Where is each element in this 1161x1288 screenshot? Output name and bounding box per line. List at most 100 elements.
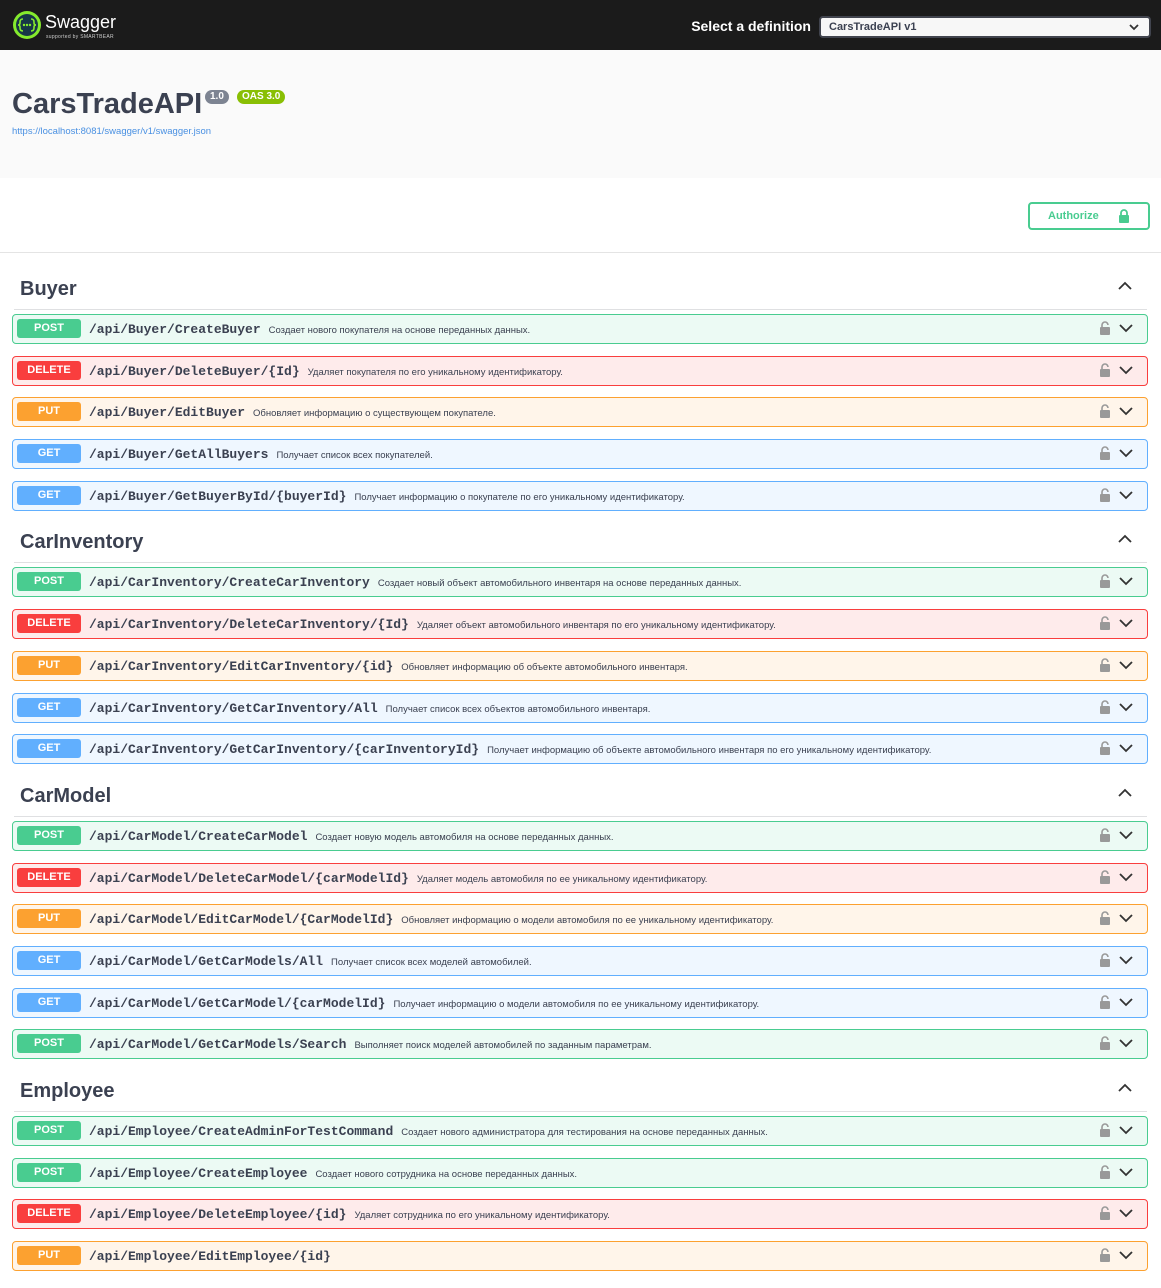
operation-summary: Удаляет сотрудника по его уникальному ид… [354,1210,610,1222]
supported-by: supported by SMARTBEAR [46,34,114,40]
op-icons [1100,574,1133,589]
operation-summary: Обновляет информацию о модели автомобиля… [401,915,774,927]
operation-icons [1099,1123,1139,1144]
operation-icons [1099,828,1139,849]
operation-icons [1099,869,1139,891]
operation-summary: Удаляет модель автомобиля по ее уникальн… [416,873,708,885]
operation[interactable]: POST/api/Buyer/CreateBuyer Создает нового… [12,314,1148,344]
authorize-button[interactable]: Authorize [1028,202,1150,230]
method-badge: GET [17,485,81,505]
method-badge: GET [17,950,81,970]
operation[interactable]: PUT/api/CarModel/EditCarModel/{CarModelI… [12,904,1148,935]
op-icons [1100,616,1133,631]
operation[interactable]: GET/api/Buyer/GetBuyerById/{buyerId} Полу… [12,480,1148,511]
operation[interactable]: PUT/api/Employee/EditEmployee/{id} [12,1241,1148,1272]
operation-icons [1099,911,1139,932]
operation-summary: Создает нового администратора для тестир… [401,1127,768,1138]
operation-icons [1099,321,1139,342]
operation[interactable]: GET/api/Buyer/GetAllBuyers Получает списо… [12,439,1148,470]
op-icons [1100,953,1133,967]
method-badge: POST [17,1034,81,1054]
operation-icons [1099,1036,1139,1057]
operation[interactable]: POST/api/Employee/CreateAdminForTestComm… [12,1116,1148,1146]
operation-path: /api/Buyer/DeleteBuyer/{Id} Удаляет покуп… [89,363,563,379]
operation-icons [1099,699,1139,721]
tag-name: Buyer [20,278,77,300]
operation-path: /api/Buyer/GetAllBuyers Получает список в… [89,447,433,463]
method-badge: PUT [17,909,81,929]
operation-summary: Удаляет объект автомобильного инвентаря … [416,620,776,632]
operation-path: /api/CarModel/GetCarModels/All Получает с… [89,953,532,969]
operation-summary: Создает новую модель автомобиля на основ… [315,831,614,843]
op-icons [1100,741,1133,756]
operation-path: /api/CarInventory/GetCarInventory/All Пол… [89,700,651,716]
definition-select[interactable]: CarsTradeAPI v1 [819,16,1151,38]
operation-path: /api/Buyer/EditBuyer Обновляет информацию… [89,405,496,421]
op-icons [1100,911,1133,926]
operation-path: /api/CarInventory/DeleteCarInventory/{Id… [89,617,776,633]
collapse-arrow [1118,788,1132,797]
method-badge: POST [17,572,81,592]
operation[interactable]: DELETE/api/CarInventory/DeleteCarInvento… [12,609,1148,640]
operation[interactable]: GET/api/CarModel/GetCarModels/All Получае… [12,945,1148,976]
tag-header[interactable]: CarModel [14,776,1147,817]
operation-path: /api/CarModel/CreateCarModel Создает нову… [89,828,614,844]
operation[interactable]: POST/api/CarModel/GetCarModels/Search Вып… [12,1029,1148,1060]
operation-path: /api/CarModel/GetCarModel/{carModelId} По… [89,995,760,1011]
operation[interactable]: GET/api/CarInventory/GetCarInventory/{ca… [12,734,1148,765]
operation-summary: Получает информацию о покупателе по его … [354,491,685,503]
op-icons [1100,1123,1133,1137]
method-badge: GET [17,739,81,759]
api-title: CarsTradeAPI [12,88,203,120]
collapse-arrow [1118,535,1132,544]
op-icons [1100,1206,1133,1221]
operation-path: /api/CarModel/EditCarModel/{CarModelId} О… [89,912,774,928]
info: CarsTradeAPI 1.0 OAS 3.0 https://localho… [0,50,1161,178]
select-label: Select a definition [691,18,811,34]
method-badge: POST [17,1121,81,1140]
operation-path: /api/Buyer/GetBuyerById/{buyerId} Получае… [89,488,685,504]
operation[interactable]: POST/api/CarInventory/CreateCarInventory… [12,567,1148,598]
operation-path: /api/CarInventory/GetCarInventory/{carIn… [89,742,932,758]
operation-icons [1099,994,1139,1016]
method-badge: GET [17,444,81,464]
tag-name: Employee [20,1080,115,1102]
op-icons [1100,1036,1133,1051]
op-icons [1100,994,1133,1009]
oas-badge: OAS 3.0 [237,90,286,104]
method-badge: GET [17,697,81,717]
operation[interactable]: DELETE/api/Buyer/DeleteBuyer/{Id} Удаляет… [12,355,1148,386]
spec-url[interactable]: https://localhost:8081/swagger/v1/swagge… [12,126,212,137]
operation[interactable]: GET/api/CarModel/GetCarModel/{carModelId… [12,987,1148,1018]
collapse-arrow [1118,1083,1132,1092]
operation-path: /api/Employee/DeleteEmployee/{id} Удаляет… [89,1207,610,1223]
operation-icons [1099,658,1139,679]
operation-summary: Создает нового сотрудника на основе пере… [315,1168,578,1180]
op-icons [1100,658,1133,672]
method-badge: POST [17,319,81,338]
operation[interactable]: POST/api/CarModel/CreateCarModel Создает … [12,820,1148,851]
operation[interactable]: POST/api/Employee/CreateEmployee Создает … [12,1157,1148,1188]
operation-path: /api/CarModel/GetCarModels/Search Выполня… [89,1037,652,1053]
operation-path: /api/CarModel/DeleteCarModel/{carModelId… [89,870,708,886]
op-icons [1100,828,1133,842]
tag-header[interactable]: Employee [14,1071,1147,1112]
operation[interactable]: PUT/api/Buyer/EditBuyer Обновляет информа… [12,397,1148,428]
op-icons [1100,488,1133,502]
operation-path: /api/Employee/EditEmployee/{id} [89,1249,331,1265]
tag-header[interactable]: Buyer [14,269,1147,310]
operation[interactable]: DELETE/api/CarModel/DeleteCarModel/{carM… [12,862,1148,893]
method-badge: PUT [17,655,81,675]
operation[interactable]: DELETE/api/Employee/DeleteEmployee/{id} У… [12,1199,1148,1230]
topbar: Swagger supported by SMARTBEAR Select a … [0,0,1161,50]
tag-header[interactable]: CarInventory [14,522,1147,564]
operation[interactable]: PUT/api/CarInventory/EditCarInventory/{i… [12,650,1148,681]
auth-wrapper: Authorize [0,178,1161,253]
method-badge: DELETE [17,867,81,887]
operation-summary: Получает информацию об объекте автомобил… [487,745,932,757]
collapse-arrow [1118,281,1132,290]
operation-icons [1099,1164,1139,1186]
operation[interactable]: GET/api/CarInventory/GetCarInventory/All… [12,692,1148,723]
select-value: CarsTradeAPI v1 [829,21,917,33]
